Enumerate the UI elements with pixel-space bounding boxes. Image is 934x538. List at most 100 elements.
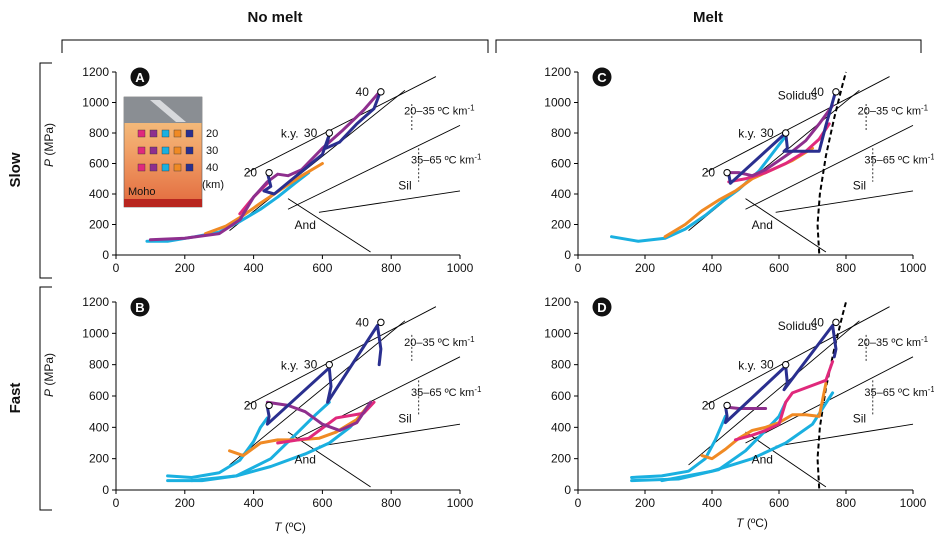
kyanite-label: k.y. <box>738 358 756 372</box>
pt-path-purple <box>148 88 383 242</box>
y-tick-label: 600 <box>89 389 109 403</box>
sillimanite-label: Sil <box>398 178 411 192</box>
pt-path-cyan <box>630 414 727 479</box>
reference-line <box>705 306 890 406</box>
reference-line <box>246 306 437 406</box>
gradient-label: 20–35 ºC km-1 <box>858 335 929 349</box>
andalusite-label: And <box>295 452 316 466</box>
pt-path-navy <box>262 88 383 196</box>
pt-path-cyan <box>660 391 835 483</box>
y-tick-label: 400 <box>551 187 571 201</box>
y-tick-label: 1000 <box>82 96 109 110</box>
gradient-label: 35–65 ºC km-1 <box>864 385 934 399</box>
inset-marker-square <box>161 129 170 138</box>
inset-depth-unit: (km) <box>202 179 224 191</box>
peak-marker <box>832 318 840 327</box>
inset-marker-square <box>173 163 182 172</box>
panel-c: 0 200 400 600 800 1000 0 200 400 600 800 1000 1200 So… <box>544 65 934 275</box>
gradient-unit-sup: -1 <box>921 335 929 344</box>
reference-line <box>745 431 827 488</box>
pt-path-cyan <box>190 407 369 483</box>
y-tick-label: 0 <box>102 248 109 262</box>
x-axis-title-left: T (ºC) <box>274 520 306 534</box>
pt-path-cyan <box>166 400 331 483</box>
peak-marker <box>377 88 385 96</box>
reference-line <box>745 124 914 210</box>
depth-label: 20 <box>702 166 716 180</box>
gradient-unit-sup: -1 <box>928 153 934 162</box>
reference-line <box>287 431 371 488</box>
pt-path-orange <box>203 162 324 236</box>
inset-marker-square <box>161 163 170 172</box>
gradient-label: 20–35 ºC km-1 <box>404 335 475 349</box>
inset-markers <box>137 129 194 172</box>
inset-marker-square <box>137 129 146 138</box>
inset-marker-square <box>137 146 146 155</box>
depth-label: 20 <box>244 398 258 412</box>
x-tick-label: 1000 <box>900 261 927 275</box>
inset-fault <box>150 100 186 122</box>
reference-line <box>287 356 461 444</box>
y-tick-label: 200 <box>89 218 109 232</box>
y-tick-label: 800 <box>551 358 571 372</box>
panel-b: 0 200 400 600 800 1000 0 200 400 600 800 1000 1200 20… <box>82 295 482 510</box>
pt-path-magenta <box>733 360 835 442</box>
peak-marker <box>782 360 790 369</box>
inset-depth-20: 20 <box>206 128 218 140</box>
gradient-label: 35–65 ºC km-1 <box>411 153 482 167</box>
x-tick-label: 1000 <box>447 496 474 510</box>
x-tick-label: 0 <box>113 261 120 275</box>
peak-marker <box>377 318 385 327</box>
pt-path-navy <box>723 324 838 425</box>
reference-line <box>775 190 914 213</box>
y-tick-label: 1200 <box>82 295 109 309</box>
kyanite-label: k.y. <box>281 358 299 372</box>
y-tick-label: 1200 <box>544 65 571 79</box>
x-tick-label: 0 <box>575 261 582 275</box>
gradient-label: 35–65 ºC km-1 <box>864 153 934 167</box>
sillimanite-label: Sil <box>853 412 866 426</box>
x-tick-label: 200 <box>175 261 195 275</box>
depth-label: 40 <box>356 85 370 99</box>
y-tick-label: 800 <box>89 358 109 372</box>
reference-line <box>229 320 406 466</box>
depth-label: 20 <box>244 166 258 180</box>
reference-line <box>318 423 461 447</box>
panel-badge <box>592 67 612 87</box>
y-tick-label: 600 <box>551 389 571 403</box>
sillimanite-label: Sil <box>398 412 411 426</box>
gradient-label: 35–65 ºC km-1 <box>411 385 482 399</box>
x-tick-label: 0 <box>575 496 582 510</box>
peak-marker <box>723 168 731 177</box>
solidus-curve <box>816 71 847 254</box>
inset-marker-square <box>185 129 194 138</box>
andalusite-label: And <box>752 218 773 232</box>
panel-badge <box>130 297 150 317</box>
y-tick-label: 200 <box>551 452 571 466</box>
gradient-label: 20–35 ºC km-1 <box>858 104 929 118</box>
pt-path-purple <box>723 104 835 178</box>
y-tick-label: 1000 <box>544 326 571 340</box>
x-tick-label: 200 <box>635 261 655 275</box>
row-bracket-top <box>39 62 52 279</box>
pt-path-orange <box>700 381 828 461</box>
y-tick-label: 1000 <box>82 326 109 340</box>
reference-line <box>318 190 461 213</box>
sillimanite-label: Sil <box>853 178 866 192</box>
y-tick-label: 800 <box>89 126 109 140</box>
reference-line <box>287 198 371 253</box>
solidus-label: Solidus <box>778 319 817 333</box>
inset-marker-square <box>161 146 170 155</box>
inset-depth-30: 30 <box>206 145 218 157</box>
solidus-label: Solidus <box>778 88 817 102</box>
inset-depth-40: 40 <box>206 162 218 174</box>
gradient-unit-sup: -1 <box>928 385 934 394</box>
y-tick-label: 1200 <box>544 295 571 309</box>
y-tick-label: 0 <box>564 483 571 497</box>
andalusite-label: And <box>295 218 316 232</box>
x-tick-label: 800 <box>836 261 856 275</box>
inset-mantle <box>124 199 202 207</box>
peak-marker <box>325 360 333 369</box>
reference-line <box>745 198 827 253</box>
